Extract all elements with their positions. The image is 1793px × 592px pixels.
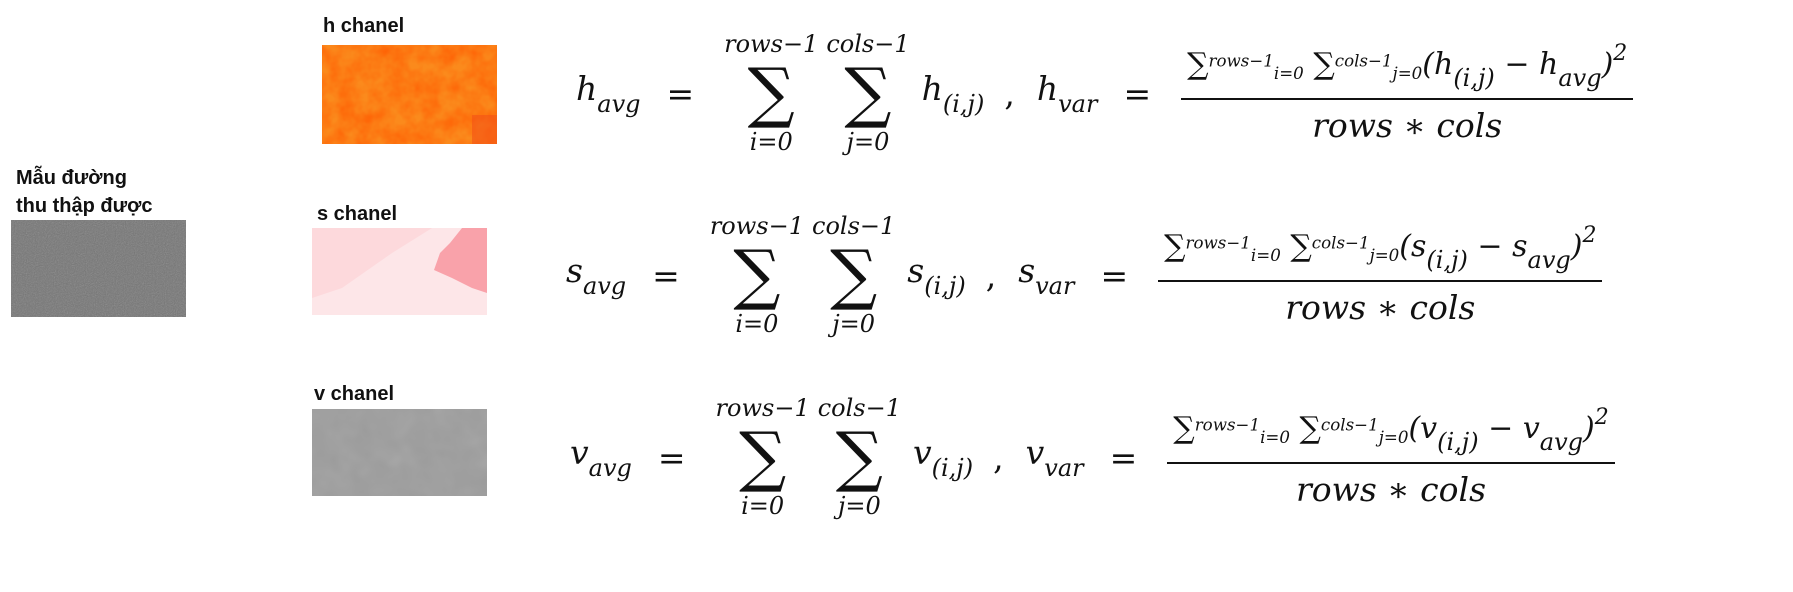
sum-over-cols: cols−1 ∑ j=0 [826, 30, 910, 156]
s-avg-symbol: savg [566, 250, 627, 300]
s-pixel-term: s(i,j) [907, 250, 966, 300]
equals-sign: = [666, 73, 695, 113]
s-channel-image [312, 228, 487, 315]
v-pixel-term: v(i,j) [912, 432, 974, 482]
h-channel-label: h chanel [323, 15, 405, 37]
h-variance-fraction: ∑rows−1i=0 ∑cols−1j=0(h(i,j) − havg)2 ro… [1181, 41, 1634, 145]
sample-label-line1: Mẫu đường [16, 167, 127, 189]
s-channel-label: s chanel [317, 203, 398, 225]
sum-over-cols: cols−1 ∑ j=0 [817, 394, 901, 520]
v-channel-image [312, 409, 487, 496]
h-var-symbol: hvar [1036, 68, 1098, 118]
v-var-symbol: vvar [1025, 432, 1084, 482]
fraction-bar [1158, 280, 1603, 282]
sample-label: Mẫu đường thu thập được [16, 164, 152, 220]
sum-over-rows: rows−1 ∑ i=0 [709, 212, 804, 338]
h-formula: havg = rows−1 ∑ i=0 cols−1 ∑ j=0 h(i,j) , hv… [576, 18, 1634, 168]
sum-over-rows: rows−1 ∑ i=0 [724, 30, 819, 156]
v-avg-symbol: vavg [570, 432, 632, 482]
h-variance-denominator: rows ∗ cols [1312, 106, 1503, 145]
s-variance-denominator: rows ∗ cols [1285, 288, 1476, 327]
v-variance-fraction: ∑rows−1i=0 ∑cols−1j=0(v(i,j) − vavg)2 ro… [1167, 405, 1615, 509]
v-channel-label: v chanel [314, 383, 395, 405]
sum-over-cols: cols−1 ∑ j=0 [812, 212, 896, 338]
s-variance-fraction: ∑rows−1i=0 ∑cols−1j=0(s(i,j) − savg)2 ro… [1158, 223, 1603, 327]
s-variance-numerator: ∑rows−1i=0 ∑cols−1j=0(s(i,j) − savg)2 [1164, 223, 1597, 274]
fraction-bar [1181, 98, 1634, 100]
v-variance-denominator: rows ∗ cols [1295, 470, 1487, 509]
fraction-bar [1167, 462, 1615, 464]
v-formula: vavg = rows−1 ∑ i=0 cols−1 ∑ j=0 v(i,j) , vv… [570, 382, 1615, 532]
sum-over-rows: rows−1 ∑ i=0 [715, 394, 810, 520]
s-formula: savg = rows−1 ∑ i=0 cols−1 ∑ j=0 s(i,j) , sv… [566, 200, 1603, 350]
road-sample-image [11, 220, 186, 317]
h-avg-symbol: havg [576, 68, 641, 118]
h-pixel-term: h(i,j) [921, 68, 985, 118]
h-channel-image [322, 45, 497, 144]
sample-label-line2: thu thập được [16, 195, 153, 217]
v-variance-numerator: ∑rows−1i=0 ∑cols−1j=0(v(i,j) − vavg)2 [1173, 405, 1609, 456]
h-variance-numerator: ∑rows−1i=0 ∑cols−1j=0(h(i,j) − havg)2 [1187, 41, 1628, 92]
s-var-symbol: svar [1018, 250, 1075, 300]
